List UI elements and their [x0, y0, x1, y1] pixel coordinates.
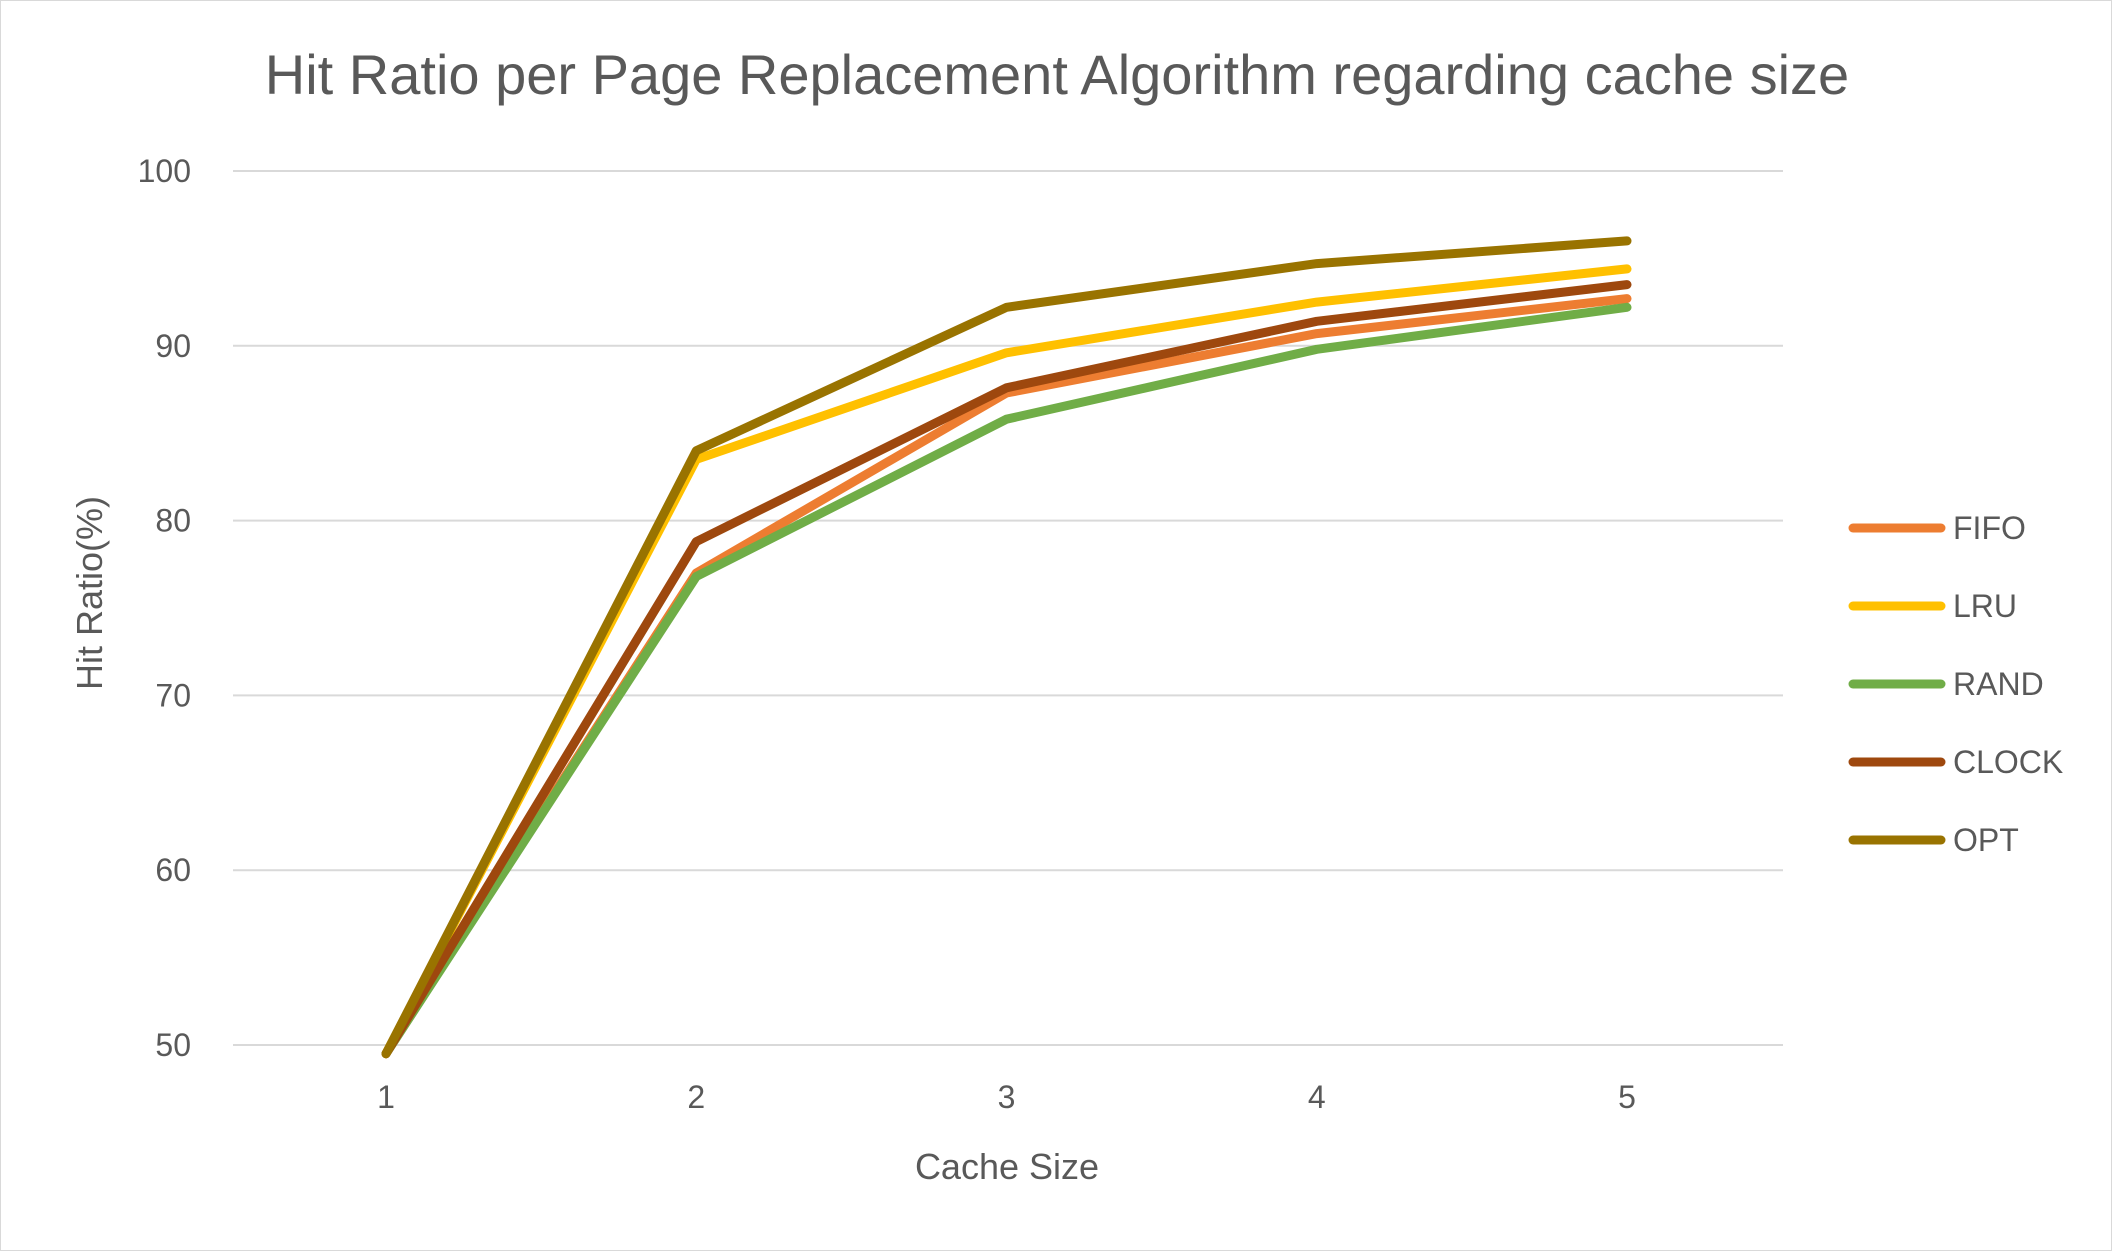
- x-tick-label: 4: [1308, 1079, 1326, 1115]
- y-axis-title: Hit Ratio(%): [69, 496, 110, 690]
- x-tick-label: 5: [1618, 1079, 1636, 1115]
- legend-label-fifo: FIFO: [1953, 510, 2026, 546]
- y-tick-label: 100: [138, 153, 191, 189]
- y-axis-tick-labels: 50 60 70 80 90 100: [138, 153, 191, 1063]
- y-tick-label: 50: [155, 1027, 191, 1063]
- x-tick-label: 3: [998, 1079, 1016, 1115]
- y-tick-label: 80: [155, 503, 191, 539]
- x-tick-label: 2: [687, 1079, 705, 1115]
- series-line-clock: [381, 280, 1632, 1059]
- x-axis-tick-labels: 1 2 3 4 5: [377, 1079, 1636, 1115]
- series-line-fifo: [381, 294, 1632, 1059]
- x-axis-title: Cache Size: [915, 1146, 1099, 1187]
- legend-label-opt: OPT: [1953, 822, 2019, 858]
- y-tick-label: 60: [155, 852, 191, 888]
- series-line-opt: [381, 236, 1632, 1059]
- series-lines: [381, 236, 1632, 1059]
- gridlines: [233, 170, 1783, 1046]
- series-line-rand: [381, 302, 1632, 1059]
- legend-label-rand: RAND: [1953, 666, 2044, 702]
- chart-title: Hit Ratio per Page Replacement Algorithm…: [265, 43, 1849, 106]
- legend-label-clock: CLOCK: [1953, 744, 2063, 780]
- y-tick-label: 70: [155, 677, 191, 713]
- legend-label-lru: LRU: [1953, 588, 2017, 624]
- legend: FIFO LRU RAND CLOCK OPT: [1848, 510, 2063, 858]
- y-tick-label: 90: [155, 328, 191, 364]
- x-tick-label: 1: [377, 1079, 395, 1115]
